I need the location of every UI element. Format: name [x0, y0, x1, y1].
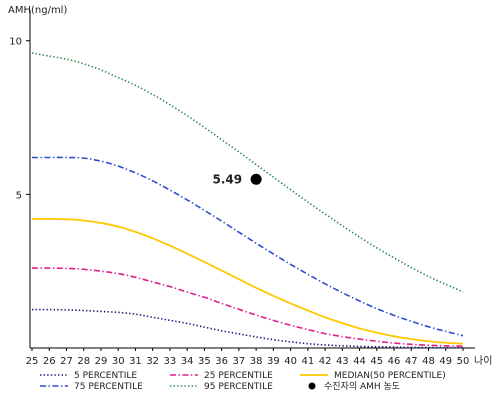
x-tick-label: 49 — [439, 356, 452, 367]
x-tick-label: 37 — [233, 356, 246, 367]
y-tick-label: 5 — [16, 190, 22, 201]
patient-amh-point — [250, 173, 262, 185]
y-ticks: 5 10 — [9, 37, 30, 201]
x-tick-label: 48 — [422, 356, 435, 367]
legend-label: MEDIAN(50 PERCENTILE) — [334, 371, 446, 381]
x-tick-label: 47 — [405, 356, 418, 367]
x-tick-label: 39 — [267, 356, 280, 367]
x-tick-label: 36 — [215, 356, 228, 367]
x-tick-label: 38 — [250, 356, 263, 367]
legend-label: 5 PERCENTILE — [74, 371, 137, 381]
x-tick-label: 42 — [319, 356, 332, 367]
x-tick-label: 35 — [198, 356, 211, 367]
x-ticks: 25 26 27 28 29 30 31 32 33 34 35 36 37 38 39 40 41 42 43 44… — [26, 348, 470, 367]
x-tick-label: 33 — [164, 356, 177, 367]
series-line-4 — [31, 156, 464, 337]
x-tick-label: 32 — [146, 356, 159, 367]
legend-label: 수진자의 AMH 농도 — [324, 381, 400, 392]
x-tick-label: 28 — [77, 356, 90, 367]
series-line-1 — [31, 308, 464, 349]
x-tick-label: 46 — [388, 356, 401, 367]
x-tick-label: 44 — [353, 356, 366, 367]
legend-label: 25 PERCENTILE — [204, 371, 273, 381]
x-axis-label: 나이 — [474, 355, 492, 367]
x-tick-label: 50 — [457, 356, 470, 367]
x-tick-label: 34 — [181, 356, 194, 367]
x-tick-label: 45 — [370, 356, 383, 367]
x-tick-label: 30 — [112, 356, 125, 367]
patient-amh-value: 5.49 — [213, 172, 243, 186]
x-tick-label: 26 — [43, 356, 56, 367]
x-tick-label: 43 — [336, 356, 349, 367]
y-tick-label: 10 — [9, 37, 22, 48]
legend-label: 95 PERCENTILE — [204, 382, 273, 392]
legend: 5 PERCENTILE 25 PERCENTILE MEDIAN(50 PERCE… — [40, 371, 446, 392]
series-line-3 — [31, 218, 464, 345]
x-tick-label: 29 — [95, 356, 108, 367]
patient-marker: 5.49 — [213, 172, 262, 186]
x-tick-label: 40 — [284, 356, 297, 367]
y-axis-label: AMH(ng/ml) — [8, 5, 67, 16]
series-line-2 — [31, 267, 464, 347]
legend-label: 75 PERCENTILE — [74, 382, 143, 392]
x-tick-label: 41 — [301, 356, 314, 367]
x-tick-label: 25 — [26, 356, 39, 367]
series-lines — [31, 52, 464, 349]
x-tick-label: 31 — [129, 356, 142, 367]
series-line-5 — [31, 52, 464, 293]
legend-swatch-patient — [308, 382, 316, 390]
x-tick-label: 27 — [60, 356, 73, 367]
